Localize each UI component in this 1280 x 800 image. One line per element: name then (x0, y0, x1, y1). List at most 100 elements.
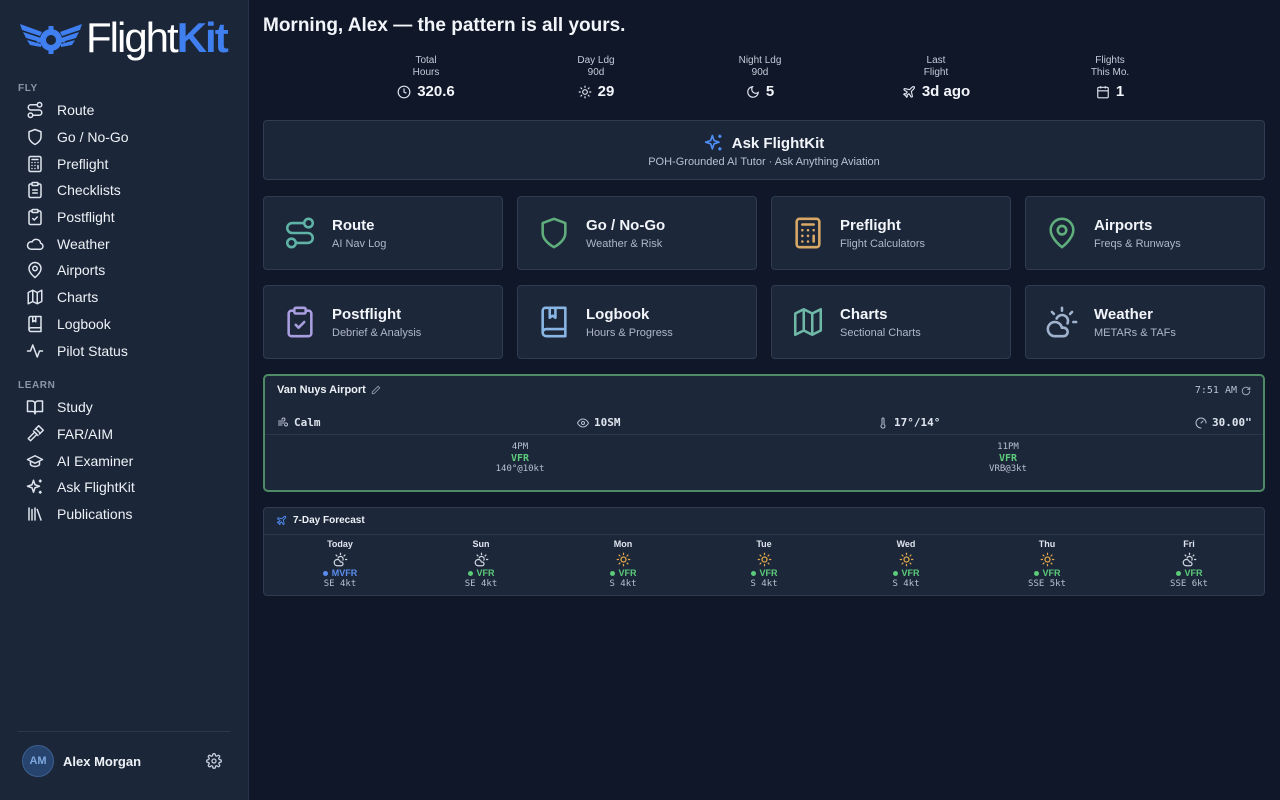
tile-charts[interactable]: Charts Sectional Charts (771, 285, 1011, 359)
sidebar-item-ask-flightkit[interactable]: Ask FlightKit (26, 474, 236, 501)
tile-airports[interactable]: Airports Freqs & Runways (1025, 196, 1265, 270)
altimeter-value: 30.00" (1212, 416, 1252, 429)
forecast-day-name: Sun (472, 539, 490, 549)
forecast-day[interactable]: Today MVFR SE 4kt (300, 539, 380, 590)
category-dot (1175, 571, 1181, 576)
tile-title: Weather (1094, 305, 1153, 323)
clock-icon (397, 85, 411, 98)
forecast-wind: SSE 5kt (1028, 579, 1066, 589)
activity-icon (26, 343, 44, 358)
stat-value: 1 (1115, 83, 1125, 100)
taf-time: 4PM (511, 442, 529, 452)
sidebar-item-airports[interactable]: Airports (26, 257, 236, 284)
stat-flights-month: Flights This Mo. 1 (1050, 55, 1170, 100)
ask-title: Ask FlightKit (731, 134, 825, 152)
flightkit-logo[interactable]: FlightKit (18, 12, 229, 64)
altimeter-readout: 30.00" (1195, 416, 1252, 429)
sidebar-item-label: Preflight (57, 155, 109, 172)
taf-time: 11PM (997, 442, 1019, 452)
shield-icon (541, 217, 567, 249)
forecast-day[interactable]: Thu VFR SSE 5kt (1007, 539, 1087, 590)
taf-period: 11PM VFR VRB@3kt (968, 442, 1048, 475)
map-icon (793, 307, 823, 337)
visibility-readout: 10SM (577, 416, 621, 429)
sidebar-item-label: Ask FlightKit (57, 479, 135, 496)
sun-icon (578, 85, 592, 98)
category-dot (1033, 571, 1039, 576)
taf-category: VFR (998, 453, 1018, 464)
sidebar-item-charts[interactable]: Charts (26, 284, 236, 311)
user-profile[interactable]: AM Alex Morgan (22, 745, 232, 777)
forecast-wind: SE 4kt (464, 579, 498, 589)
weather-divider (265, 434, 1263, 435)
calculator-icon (795, 217, 821, 249)
book-icon (28, 315, 42, 333)
brand-part2: Kit (176, 14, 229, 61)
pencil-icon[interactable] (371, 385, 381, 395)
page-greeting: Morning, Alex — the pattern is all yours… (263, 15, 626, 36)
tile-weather[interactable]: Weather METARs & TAFs (1025, 285, 1265, 359)
current-weather-card[interactable]: Van Nuys Airport 7:51 AM Calm 10SM 17°/1… (263, 374, 1265, 492)
stat-label: Night Ldg 90d (738, 55, 782, 78)
calendar-icon (1096, 85, 1109, 98)
route-icon (27, 102, 43, 119)
forecast-day[interactable]: Fri VFR SSE 6kt (1149, 539, 1229, 590)
tile-subtitle: Freqs & Runways (1094, 237, 1181, 250)
tile-subtitle: METARs & TAFs (1094, 326, 1176, 339)
tile-go-no-go[interactable]: Go / No-Go Weather & Risk (517, 196, 757, 270)
stat-day-landings: Day Ldg 90d 29 (536, 55, 656, 100)
sidebar-item-pilot-status[interactable]: Pilot Status (26, 337, 236, 364)
sidebar-item-route[interactable]: Route (26, 97, 236, 124)
sidebar-item-label: Logbook (57, 315, 111, 332)
brand-part1: Flight (86, 14, 179, 61)
sidebar-item-label: Route (57, 102, 95, 119)
forecast-wind: SE 4kt (323, 579, 357, 589)
ask-flightkit-banner[interactable]: Ask FlightKit POH-Grounded AI Tutor · As… (263, 120, 1265, 180)
plane-icon (276, 515, 287, 526)
sidebar-item-go-no-go[interactable]: Go / No-Go (26, 124, 236, 151)
clipboard-check-icon (287, 306, 313, 338)
map-icon (27, 289, 43, 305)
gauge-icon (1195, 417, 1207, 428)
map-pin-icon (28, 262, 42, 279)
sidebar-item-ai-examiner[interactable]: AI Examiner (26, 447, 236, 474)
sidebar-item-label: AI Examiner (57, 452, 134, 469)
stat-label: Day Ldg 90d (577, 55, 615, 78)
calculator-icon (28, 155, 42, 172)
gear-icon[interactable] (206, 753, 222, 769)
tile-route[interactable]: Route AI Nav Log (263, 196, 503, 270)
seven-day-forecast: 7-Day Forecast Today MVFR SE 4kt Sun VFR… (263, 507, 1265, 596)
tile-subtitle: Debrief & Analysis (332, 326, 422, 339)
category-dot (892, 571, 898, 576)
refresh-icon[interactable] (1241, 386, 1251, 396)
forecast-day[interactable]: Tue VFR S 4kt (724, 539, 804, 590)
tile-preflight[interactable]: Preflight Flight Calculators (771, 196, 1011, 270)
sidebar-item-checklists[interactable]: Checklists (26, 177, 236, 204)
tile-postflight[interactable]: Postflight Debrief & Analysis (263, 285, 503, 359)
sparkles-icon (26, 479, 42, 495)
stat-value: 5 (765, 83, 775, 100)
sidebar-item-postflight[interactable]: Postflight (26, 204, 236, 231)
tile-logbook[interactable]: Logbook Hours & Progress (517, 285, 757, 359)
open-book-icon (26, 400, 44, 415)
forecast-day[interactable]: Sun VFR SE 4kt (441, 539, 521, 590)
sidebar-item-far-aim[interactable]: FAR/AIM (26, 421, 236, 448)
sidebar-item-weather[interactable]: Weather (26, 230, 236, 257)
sidebar-item-logbook[interactable]: Logbook (26, 311, 236, 338)
category-dot (750, 571, 756, 576)
taf-period: 4PM VFR 140°@10kt (480, 442, 560, 475)
avatar[interactable]: AM (22, 745, 54, 777)
sidebar-item-publications[interactable]: Publications (26, 501, 236, 528)
cloud-sun-icon (333, 552, 347, 567)
sidebar-item-study[interactable]: Study (26, 394, 236, 421)
wind-value: Calm (294, 416, 321, 429)
forecast-day[interactable]: Wed VFR S 4kt (866, 539, 946, 590)
route-icon (285, 217, 315, 249)
sidebar-item-preflight[interactable]: Preflight (26, 150, 236, 177)
forecast-day[interactable]: Mon VFR S 4kt (583, 539, 663, 590)
sidebar-item-label: Airports (57, 262, 106, 279)
tile-title: Charts (840, 305, 888, 323)
temperature-value: 17°/14° (894, 416, 941, 429)
temperature-readout: 17°/14° (877, 416, 940, 429)
category-dot (609, 571, 615, 576)
